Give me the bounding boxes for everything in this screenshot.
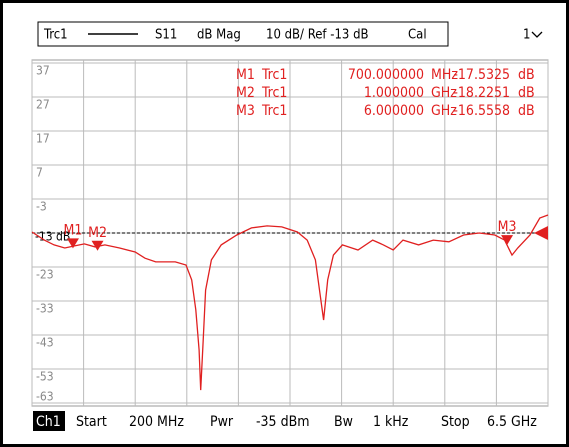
marker-value: -17.5325 bbox=[453, 67, 510, 83]
y-tick-label: -23 bbox=[36, 268, 54, 282]
marker-unit: dB bbox=[518, 103, 535, 119]
marker-value: -16.5558 bbox=[453, 103, 510, 119]
marker bbox=[501, 235, 514, 246]
marker-unit: dB bbox=[518, 85, 535, 101]
trace-name: Trc1 bbox=[43, 28, 68, 43]
marker-freq-unit: GHz bbox=[431, 85, 457, 101]
marker-name: M2 bbox=[236, 85, 255, 101]
power-label: Pwr bbox=[210, 414, 234, 430]
marker-name: M3 bbox=[236, 103, 255, 119]
trace bbox=[31, 214, 549, 391]
y-tick-label: -63 bbox=[36, 390, 54, 404]
marker-unit: dB bbox=[518, 67, 535, 83]
start: 200 MHz bbox=[129, 414, 184, 430]
marker-label: M3 bbox=[498, 219, 517, 235]
channel: Ch1 bbox=[36, 414, 61, 430]
param: S11 bbox=[155, 28, 177, 43]
ref-arrow bbox=[534, 226, 548, 240]
format: dB Mag bbox=[197, 28, 241, 43]
marker bbox=[66, 238, 79, 249]
dropdown-icon[interactable] bbox=[531, 31, 543, 38]
start-label: Start bbox=[76, 414, 107, 430]
cal: Cal bbox=[408, 28, 427, 43]
marker-label: M2 bbox=[88, 225, 107, 241]
y-tick-label: 7 bbox=[36, 166, 43, 180]
marker-name: M1 bbox=[236, 67, 255, 83]
stop-label: Stop bbox=[441, 414, 470, 430]
y-tick-label: -53 bbox=[36, 370, 54, 384]
stop: 6.5 GHz bbox=[487, 414, 537, 430]
bw: 1 kHz bbox=[373, 414, 409, 430]
marker-trace: Trc1 bbox=[261, 85, 287, 101]
y-tick-label: 17 bbox=[36, 132, 50, 146]
bw-label: Bw bbox=[334, 414, 353, 430]
channel-box[interactable] bbox=[33, 411, 65, 431]
marker-freq: 6.000000 bbox=[364, 103, 424, 119]
y-tick-label: -3 bbox=[36, 200, 47, 214]
window-number[interactable]: 1 bbox=[523, 28, 530, 43]
y-tick-label: 37 bbox=[36, 64, 50, 78]
marker-trace: Trc1 bbox=[261, 103, 287, 119]
y-tick-label: 27 bbox=[36, 98, 50, 112]
scale: 10 dB/ Ref -13 dB bbox=[266, 28, 369, 43]
marker-freq-unit: GHz bbox=[431, 103, 457, 119]
marker-label: M1 bbox=[64, 222, 83, 238]
power: -35 dBm bbox=[256, 414, 309, 430]
marker-value: -18.2251 bbox=[453, 85, 510, 101]
marker-freq: 700.000000 bbox=[348, 67, 424, 83]
y-tick-label: -33 bbox=[36, 302, 54, 316]
marker-freq: 1.000000 bbox=[364, 85, 424, 101]
marker-freq-unit: MHz bbox=[431, 67, 458, 83]
y-tick-label: -43 bbox=[36, 336, 54, 350]
marker-trace: Trc1 bbox=[261, 67, 287, 83]
marker bbox=[91, 240, 104, 251]
